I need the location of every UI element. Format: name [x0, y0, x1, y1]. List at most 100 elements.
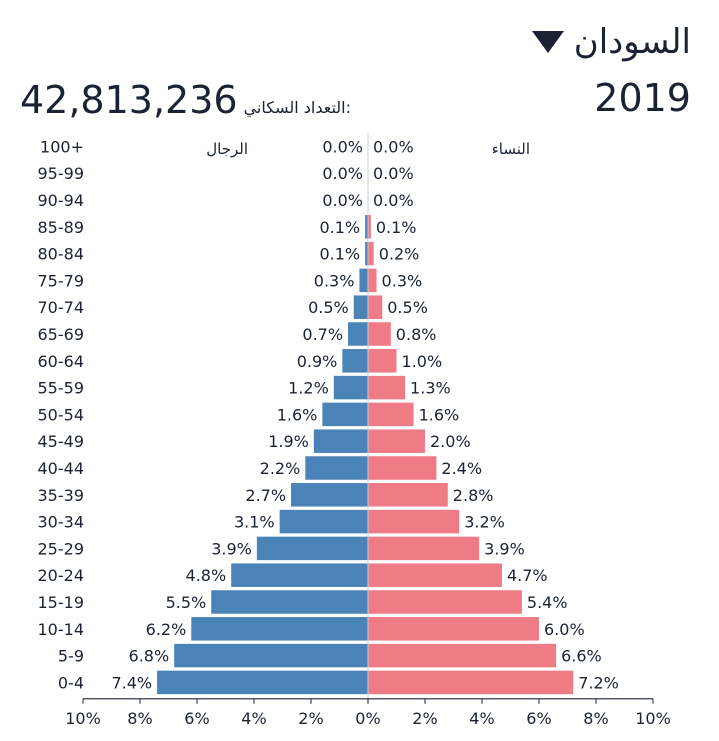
x-tick-label: 10%	[635, 709, 671, 728]
x-tick-label: 2%	[298, 709, 323, 728]
male-value-label: 0.9%	[297, 352, 338, 371]
female-value-label: 1.6%	[419, 405, 460, 424]
age-group-label: 55-59	[38, 379, 85, 398]
x-tick-label: 4%	[469, 709, 494, 728]
age-group-label: 15-19	[38, 593, 85, 612]
age-group-label: 60-64	[38, 352, 85, 371]
female-bar-0-4	[368, 670, 574, 695]
male-value-label: 0.5%	[308, 298, 349, 317]
male-value-label: 3.9%	[211, 539, 252, 558]
female-bar-70-74	[368, 295, 383, 319]
female-bar-55-59	[368, 375, 406, 400]
age-group-label: 30-34	[38, 513, 85, 532]
male-value-label: 3.1%	[234, 513, 275, 532]
male-bar-40-44	[305, 456, 368, 480]
male-bar-80-84	[365, 241, 368, 266]
male-bar-70-74	[353, 295, 368, 319]
female-value-label: 3.2%	[464, 513, 505, 532]
age-group-label: 50-54	[38, 405, 85, 424]
female-bar-40-44	[368, 456, 437, 480]
male-bar-60-64	[342, 349, 368, 373]
age-group-label: 80-84	[38, 245, 85, 264]
female-value-label: 0.3%	[382, 271, 423, 290]
age-group-label: 45-49	[38, 432, 85, 451]
male-value-label: 1.6%	[277, 405, 318, 424]
age-group-labels: 100+ 95-99 90-94 85-89 80-84 75-79 70-74 65-69 6…	[38, 137, 85, 692]
legend: الرجال النساء	[206, 140, 530, 158]
male-value-label: 6.2%	[146, 620, 187, 639]
female-bar-5-9	[368, 643, 557, 668]
age-group-label: 95-99	[38, 164, 85, 183]
male-value-label: 0.0%	[322, 191, 363, 210]
male-bar-55-59	[333, 375, 368, 400]
age-group-label: 10-14	[38, 620, 85, 639]
male-value-label: 1.2%	[288, 379, 329, 398]
female-bar-25-29	[368, 536, 480, 561]
male-value-label: 0.1%	[319, 245, 360, 264]
age-group-label: 40-44	[38, 459, 85, 478]
female-value-label: 0.5%	[387, 298, 428, 317]
age-group-label: 35-39	[38, 486, 85, 505]
female-value-label: 0.0%	[373, 191, 414, 210]
male-value-label: 0.0%	[322, 164, 363, 183]
male-bar-30-34	[279, 509, 368, 534]
age-group-label: 70-74	[38, 298, 85, 317]
male-bar-65-69	[348, 322, 368, 346]
female-bar-75-79	[368, 268, 377, 293]
x-tick-label: 10%	[65, 709, 101, 728]
age-group-label: 25-29	[38, 539, 85, 558]
male-bar-5-9	[174, 643, 368, 668]
x-tick-label: 0%	[355, 709, 380, 728]
female-value-label: 2.4%	[441, 459, 482, 478]
female-value-label: 0.0%	[373, 137, 414, 156]
male-value-label: 0.0%	[322, 137, 363, 156]
female-bar-85-89	[368, 215, 371, 239]
age-group-label: 75-79	[38, 271, 85, 290]
x-tick-label: 6%	[184, 709, 209, 728]
male-bar-10-14	[191, 617, 368, 641]
male-bar-75-79	[359, 268, 368, 293]
male-bar-20-24	[231, 563, 368, 587]
female-value-label: 2.0%	[430, 432, 471, 451]
population-value: 42,813,236	[20, 78, 238, 122]
age-group-label: 85-89	[38, 218, 85, 237]
dropdown-triangle-icon[interactable]	[531, 31, 564, 53]
x-tick-label: 8%	[583, 709, 608, 728]
female-value-label: 5.4%	[527, 593, 568, 612]
male-value-label: 7.4%	[111, 673, 152, 692]
male-bar-25-29	[256, 536, 368, 561]
male-bar-50-54	[322, 402, 368, 427]
population-summary: 42,813,236 التعداد السكاني:	[20, 78, 351, 122]
male-value-label: 6.8%	[129, 647, 170, 666]
female-value-label: 1.0%	[402, 352, 443, 371]
country-name: السودان	[573, 22, 691, 62]
female-value-label: 3.9%	[484, 539, 525, 558]
female-bar-60-64	[368, 349, 397, 373]
x-tick-label: 6%	[526, 709, 551, 728]
female-bar-10-14	[368, 617, 539, 641]
legend-female: النساء	[492, 140, 530, 158]
female-value-label: 0.1%	[376, 218, 417, 237]
year-display: 2019	[594, 76, 691, 120]
female-bar-50-54	[368, 402, 414, 427]
male-bar-45-49	[313, 429, 368, 453]
female-bar-30-34	[368, 509, 460, 534]
x-tick-label: 2%	[412, 709, 437, 728]
female-value-label: 6.0%	[544, 620, 585, 639]
legend-male: الرجال	[206, 140, 248, 158]
male-bar-85-89	[365, 215, 368, 239]
female-value-label: 2.8%	[453, 486, 494, 505]
male-value-label: 5.5%	[166, 593, 207, 612]
male-value-label: 2.2%	[260, 459, 301, 478]
female-bar-65-69	[368, 322, 391, 346]
country-selector[interactable]: السودان	[531, 18, 691, 66]
female-bar-20-24	[368, 563, 502, 587]
male-bar-0-4	[157, 670, 368, 695]
age-group-label: 65-69	[38, 325, 85, 344]
age-group-label: 20-24	[38, 566, 85, 585]
value-labels: 0.0% 0.0% 0.0% 0.0% 0.0% 0.0% 0.1% 0.1% 0.1% 0.2%…	[111, 137, 618, 692]
female-value-label: 4.7%	[507, 566, 548, 585]
age-group-label: 100+	[40, 137, 84, 156]
female-bar-45-49	[368, 429, 425, 453]
